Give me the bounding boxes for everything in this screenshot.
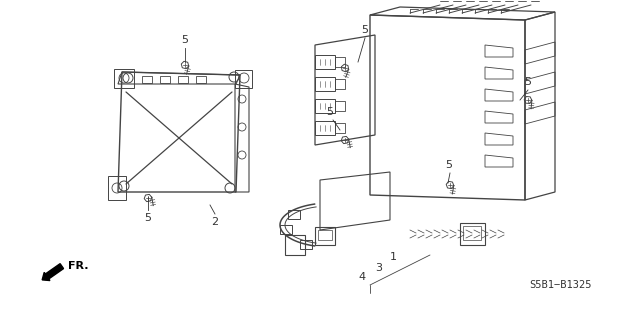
Bar bbox=[160, 76, 170, 83]
Bar bbox=[463, 226, 481, 240]
Text: 5: 5 bbox=[326, 107, 333, 117]
Bar bbox=[315, 77, 335, 91]
Text: 4: 4 bbox=[359, 272, 366, 282]
Text: 5: 5 bbox=[362, 25, 369, 35]
Text: S5B1−B1325: S5B1−B1325 bbox=[529, 280, 591, 290]
Bar bbox=[315, 121, 335, 135]
Text: 5: 5 bbox=[145, 213, 152, 223]
Bar bbox=[335, 123, 345, 133]
Bar bbox=[196, 76, 206, 83]
Text: 5: 5 bbox=[525, 77, 531, 87]
Text: 5: 5 bbox=[182, 35, 189, 45]
Bar bbox=[335, 57, 345, 67]
Bar bbox=[315, 99, 335, 113]
Bar bbox=[300, 240, 312, 249]
Polygon shape bbox=[42, 264, 63, 280]
Text: 5: 5 bbox=[445, 160, 452, 170]
Bar bbox=[178, 76, 188, 83]
Bar bbox=[318, 230, 332, 240]
Text: FR.: FR. bbox=[68, 261, 88, 271]
Text: 1: 1 bbox=[390, 252, 397, 262]
Text: 3: 3 bbox=[375, 263, 382, 273]
Bar bbox=[335, 101, 345, 111]
Bar bbox=[288, 210, 300, 219]
Text: 2: 2 bbox=[211, 217, 219, 227]
Bar bbox=[280, 225, 292, 234]
Bar bbox=[315, 55, 335, 69]
Bar bbox=[142, 76, 152, 83]
Bar bbox=[335, 79, 345, 89]
